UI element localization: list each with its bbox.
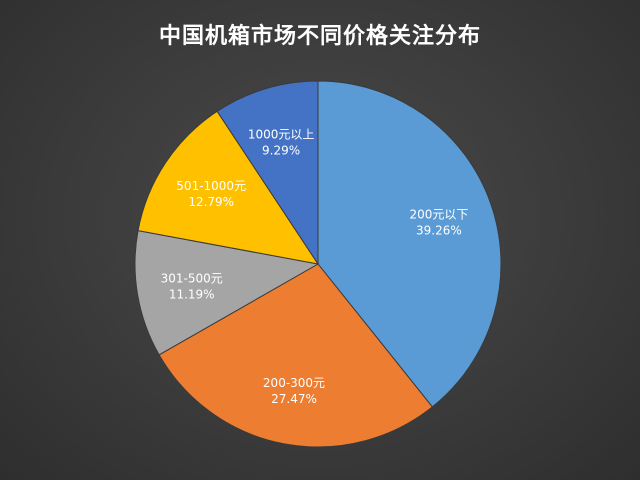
pie-slice-1 xyxy=(317,80,502,408)
slice-value-label-3: 11.19% xyxy=(169,287,215,301)
pie-labels: 200元以下 39.26% 200-300元 27.47% 301-500元 11.19%… xyxy=(161,127,469,406)
pie-slice-5 xyxy=(216,80,319,266)
slice-category-label-2: 200-300元 xyxy=(263,376,325,390)
slice-value-label-4: 12.79% xyxy=(188,195,234,209)
pie-slices xyxy=(134,80,502,448)
pie-slice-4 xyxy=(137,110,320,265)
slice-category-label-1: 200元以下 xyxy=(409,208,468,222)
pie-slice-2 xyxy=(158,263,434,448)
slice-category-label-4: 501-1000元 xyxy=(176,179,246,193)
slice-category-label-3: 301-500元 xyxy=(161,271,223,285)
slice-value-label-1: 39.26% xyxy=(416,224,462,238)
pie-slice-3 xyxy=(134,230,320,356)
slice-value-label-2: 27.47% xyxy=(271,392,317,406)
chart-title: 中国机箱市场不同价格关注分布 xyxy=(158,24,481,49)
slice-category-label-5: 1000元以上 xyxy=(248,127,315,141)
slice-value-label-5: 9.29% xyxy=(262,143,300,157)
